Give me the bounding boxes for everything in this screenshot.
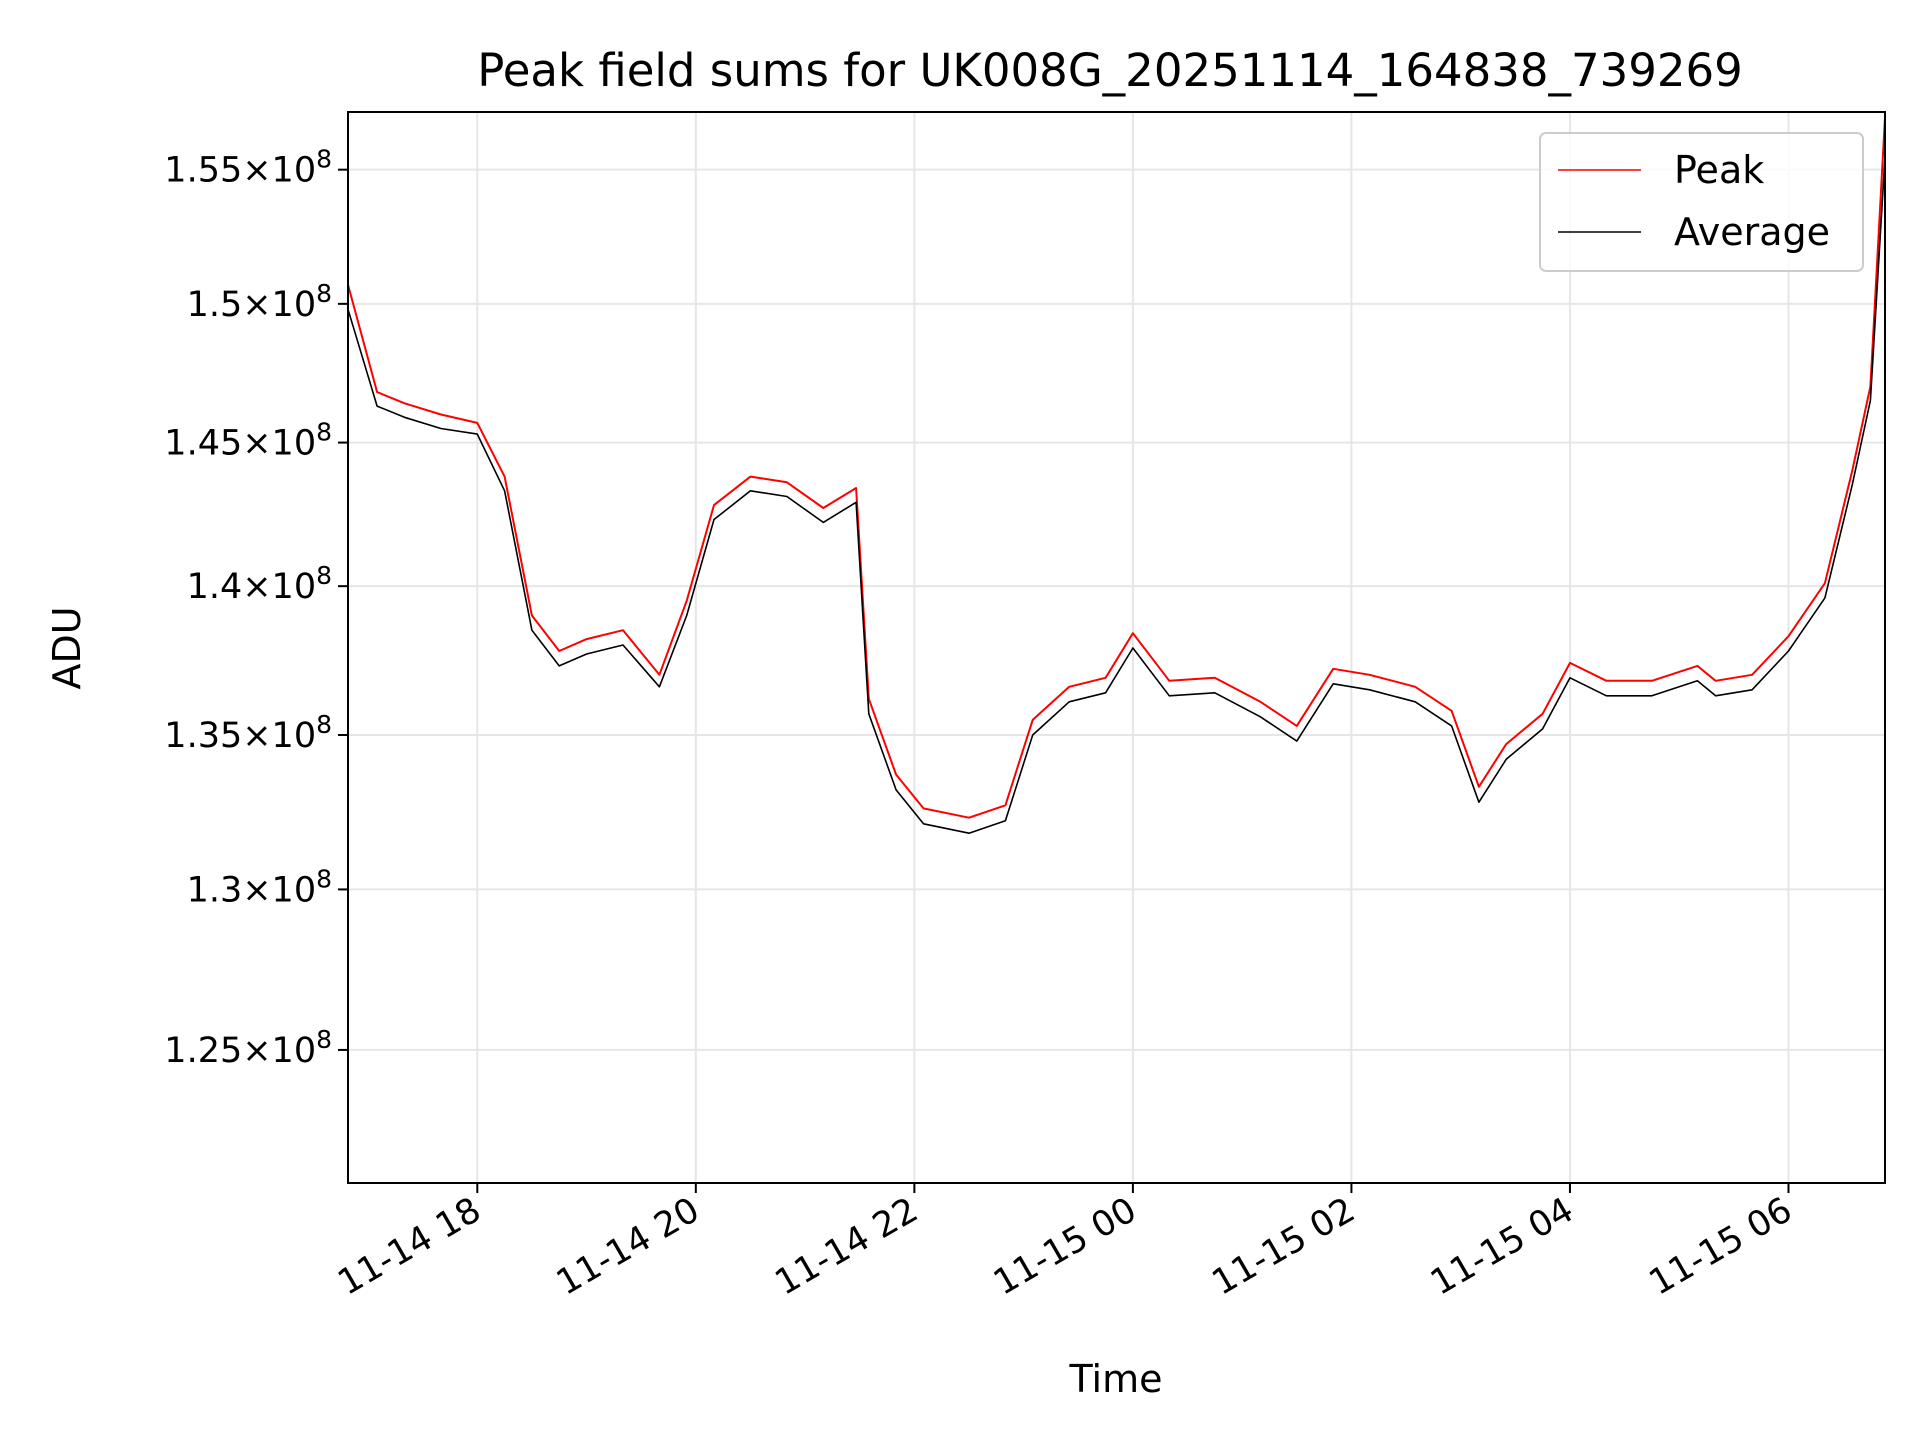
x-tick-label: 11-15 00 bbox=[987, 1190, 1143, 1303]
grid-lines bbox=[348, 112, 1885, 1183]
x-tick-label: 11-15 06 bbox=[1643, 1190, 1799, 1303]
series-line-average bbox=[347, 156, 1886, 835]
chart-title: Peak field sums for UK008G_20251114_1648… bbox=[477, 44, 1743, 97]
y-tick-label: 1.55×108 bbox=[164, 145, 332, 191]
legend-label-peak: Peak bbox=[1674, 148, 1764, 192]
y-axis-ticks: 1.25×108 1.3×108 1.35×108 1.4×108 1.45×108 1.… bbox=[164, 145, 348, 1071]
y-axis-label: ADU bbox=[45, 606, 89, 689]
plot-frame bbox=[347, 111, 1886, 1184]
x-axis-label: Time bbox=[1069, 1357, 1163, 1401]
x-tick-label: 11-15 02 bbox=[1206, 1190, 1362, 1303]
x-tick-label: 11-14 22 bbox=[769, 1190, 925, 1303]
x-axis-ticks: 11-14 18 11-14 20 11-14 22 11-15 00 11-15 02… bbox=[332, 1183, 1799, 1303]
legend-label-average: Average bbox=[1674, 210, 1830, 254]
y-tick-label: 1.5×108 bbox=[187, 279, 332, 325]
y-tick-label: 1.45×108 bbox=[164, 418, 332, 464]
legend: Peak Average bbox=[1539, 132, 1864, 272]
y-tick-label: 1.35×108 bbox=[164, 710, 332, 756]
y-tick-label: 1.3×108 bbox=[187, 864, 332, 910]
series-layer bbox=[347, 117, 1886, 835]
x-tick-label: 11-15 04 bbox=[1424, 1190, 1580, 1303]
x-tick-label: 11-14 18 bbox=[332, 1190, 488, 1303]
legend-box bbox=[1539, 132, 1864, 272]
series-line-peak bbox=[347, 117, 1886, 819]
x-tick-label: 11-14 20 bbox=[550, 1190, 706, 1303]
y-tick-label: 1.4×108 bbox=[187, 561, 332, 607]
y-tick-label: 1.25×108 bbox=[164, 1025, 332, 1071]
